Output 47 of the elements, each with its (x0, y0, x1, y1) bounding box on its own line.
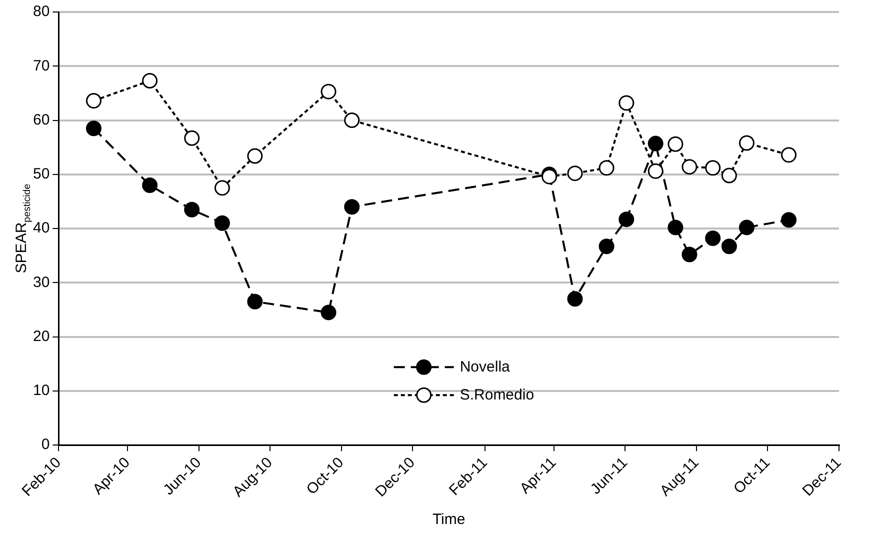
point (214, 180, 230, 196)
y-tick-label: 40 (32, 220, 50, 237)
point (682, 246, 698, 262)
point (86, 120, 102, 136)
point (344, 112, 360, 128)
point (86, 93, 102, 109)
point (142, 73, 158, 88)
point (320, 304, 336, 320)
y-tick-label: 70 (32, 57, 50, 74)
point (668, 220, 684, 236)
point (648, 163, 664, 179)
point (567, 291, 583, 307)
legend-label: S.Romedio (460, 386, 534, 404)
x-axis-title: Time (432, 511, 466, 528)
point (320, 84, 336, 100)
y-tick-label: 10 (32, 382, 50, 400)
y-tick-label: 60 (32, 111, 50, 128)
point (705, 160, 721, 176)
point (598, 238, 614, 254)
point (738, 135, 754, 151)
point (184, 130, 200, 146)
point (682, 159, 698, 175)
legend-label: Novella (460, 358, 511, 376)
point (618, 95, 634, 111)
point (648, 136, 664, 152)
point (738, 220, 754, 236)
point (781, 212, 797, 228)
y-tick-label: 50 (32, 166, 50, 183)
point (344, 199, 360, 215)
point (618, 212, 634, 228)
y-tick-label: 30 (32, 274, 50, 291)
point (247, 148, 263, 164)
point (705, 230, 721, 246)
y-tick-label: 0 (41, 436, 50, 454)
point (781, 147, 797, 163)
point (142, 177, 158, 193)
point (184, 202, 200, 218)
point (598, 160, 614, 176)
point (247, 294, 263, 310)
point (668, 136, 684, 152)
point (214, 215, 230, 231)
point (721, 168, 737, 184)
y-axis-title: SPEARpesticide (13, 184, 33, 274)
point (567, 166, 583, 182)
y-tick-label: 80 (32, 3, 50, 20)
point (721, 238, 737, 254)
y-tick-label: 20 (32, 328, 50, 345)
